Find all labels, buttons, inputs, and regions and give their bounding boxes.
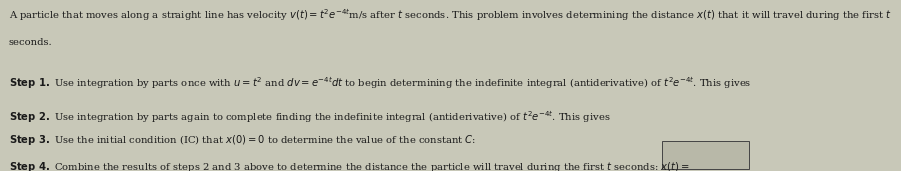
Text: seconds.: seconds. <box>9 38 52 47</box>
Text: $\mathbf{Step\ 3.}$ Use the initial condition (IC) that $x(0) = 0$ to determine : $\mathbf{Step\ 3.}$ Use the initial cond… <box>9 133 477 147</box>
Text: $\mathbf{Step\ 2.}$ Use integration by parts again to complete finding the indef: $\mathbf{Step\ 2.}$ Use integration by p… <box>9 109 611 125</box>
Text: $\mathbf{Step\ 1.}$ Use integration by parts once with $u = t^2$ and $dv = e^{-4: $\mathbf{Step\ 1.}$ Use integration by p… <box>9 75 751 91</box>
FancyBboxPatch shape <box>662 141 750 169</box>
Text: $\mathbf{Step\ 4.}$ Combine the results of steps 2 and 3 above to determine the : $\mathbf{Step\ 4.}$ Combine the results … <box>9 160 690 171</box>
Text: A particle that moves along a straight line has velocity $v(t) = t^2e^{-4t}$m/s : A particle that moves along a straight l… <box>9 8 892 23</box>
